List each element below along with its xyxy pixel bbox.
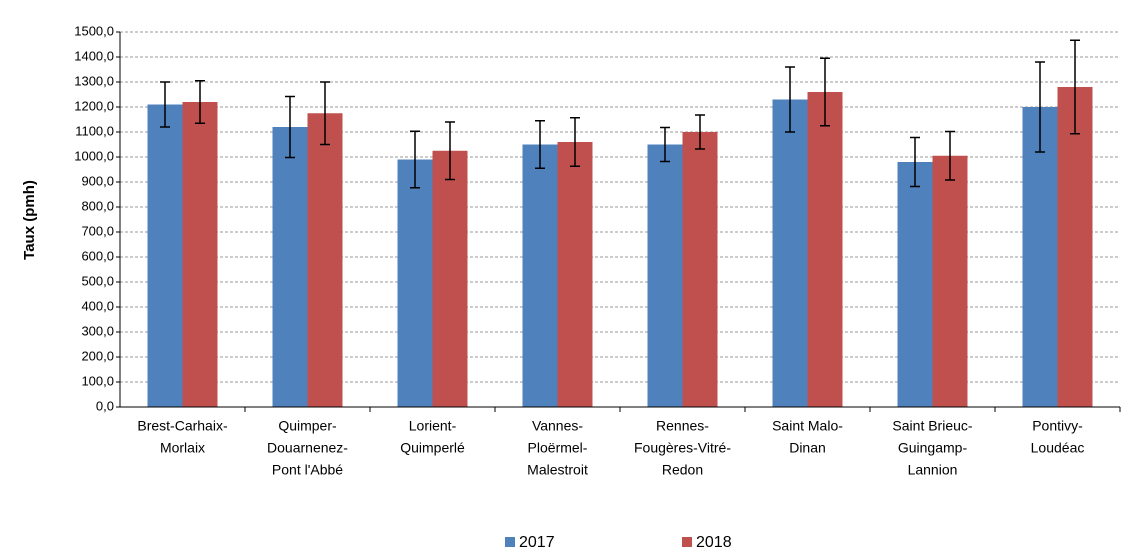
error-bar bbox=[445, 121, 455, 181]
error-bar bbox=[570, 117, 580, 167]
x-tick-label: Quimperlé bbox=[400, 440, 465, 456]
x-tick-label: Guingamp- bbox=[898, 440, 968, 456]
error-bar bbox=[410, 130, 420, 189]
x-tick-label: Lannion bbox=[908, 462, 958, 478]
x-tick-label: Saint Malo- bbox=[772, 418, 843, 434]
error-bar bbox=[695, 114, 705, 150]
x-tick-label: Redon bbox=[662, 462, 703, 478]
bar bbox=[932, 155, 968, 407]
x-tick-label: Lorient- bbox=[409, 418, 457, 434]
error-bar bbox=[910, 136, 920, 188]
y-tick-label: 600,0 bbox=[81, 248, 114, 263]
bar bbox=[522, 144, 558, 407]
y-tick-label: 1300,0 bbox=[74, 73, 114, 88]
y-tick-label: 900,0 bbox=[81, 173, 114, 188]
bar bbox=[1022, 107, 1058, 407]
legend-label: 2018 bbox=[696, 534, 732, 551]
legend-label: 2017 bbox=[519, 534, 555, 551]
bar bbox=[147, 104, 183, 407]
x-tick-label: Brest-Carhaix- bbox=[137, 418, 228, 434]
bar bbox=[647, 144, 683, 407]
y-tick-label: 1000,0 bbox=[74, 148, 114, 163]
bar bbox=[897, 162, 933, 407]
error-bar bbox=[195, 80, 205, 124]
x-tick-label: Ploërmel- bbox=[528, 440, 588, 456]
bar bbox=[682, 132, 718, 407]
bar bbox=[807, 92, 843, 407]
y-axis-label: Taux (pmh) bbox=[21, 180, 38, 260]
x-tick-label: Fougères-Vitré- bbox=[634, 440, 731, 456]
x-tick-label: Morlaix bbox=[160, 440, 205, 456]
error-bar bbox=[1035, 61, 1045, 153]
x-tick-label: Rennes- bbox=[656, 418, 709, 434]
y-tick-label: 800,0 bbox=[81, 198, 114, 213]
error-bar bbox=[285, 95, 295, 159]
y-tick-label: 400,0 bbox=[81, 298, 114, 313]
bar bbox=[182, 102, 218, 407]
bar bbox=[1057, 87, 1093, 407]
error-bar bbox=[535, 120, 545, 169]
y-tick-label: 0,0 bbox=[96, 398, 114, 413]
bar bbox=[432, 150, 468, 407]
y-tick-label: 700,0 bbox=[81, 223, 114, 238]
y-tick-label: 300,0 bbox=[81, 323, 114, 338]
error-bar bbox=[945, 130, 955, 181]
y-tick-label: 1100,0 bbox=[75, 123, 114, 138]
y-tick-label: 500,0 bbox=[81, 273, 114, 288]
y-tick-label: 1400,0 bbox=[74, 48, 114, 63]
y-tick-label: 1500,0 bbox=[74, 23, 114, 38]
bar bbox=[772, 99, 808, 407]
y-tick-label: 100,0 bbox=[81, 373, 114, 388]
error-bar bbox=[785, 66, 795, 133]
x-tick-label: Douarnenez- bbox=[267, 440, 348, 456]
x-tick-label: Dinan bbox=[789, 440, 826, 456]
error-bar bbox=[320, 81, 330, 146]
error-bar bbox=[660, 126, 670, 163]
legend-swatch bbox=[682, 537, 692, 547]
x-tick-label: Loudéac bbox=[1031, 440, 1085, 456]
y-tick-label: 1200,0 bbox=[74, 98, 114, 113]
x-tick-label: Quimper- bbox=[278, 418, 337, 434]
bar bbox=[272, 127, 308, 407]
legend-swatch bbox=[505, 537, 515, 547]
bar bbox=[397, 159, 433, 407]
bar bbox=[307, 113, 343, 407]
bar bbox=[557, 142, 593, 407]
error-bar bbox=[820, 57, 830, 127]
x-tick-label: Malestroit bbox=[527, 462, 588, 478]
x-tick-label: Pont l'Abbé bbox=[272, 462, 343, 478]
x-tick-label: Vannes- bbox=[532, 418, 583, 434]
error-bar bbox=[1070, 39, 1080, 135]
error-bar bbox=[160, 81, 170, 128]
x-tick-label: Saint Brieuc- bbox=[892, 418, 972, 434]
x-tick-label: Pontivy- bbox=[1032, 418, 1083, 434]
y-tick-label: 200,0 bbox=[81, 348, 114, 363]
